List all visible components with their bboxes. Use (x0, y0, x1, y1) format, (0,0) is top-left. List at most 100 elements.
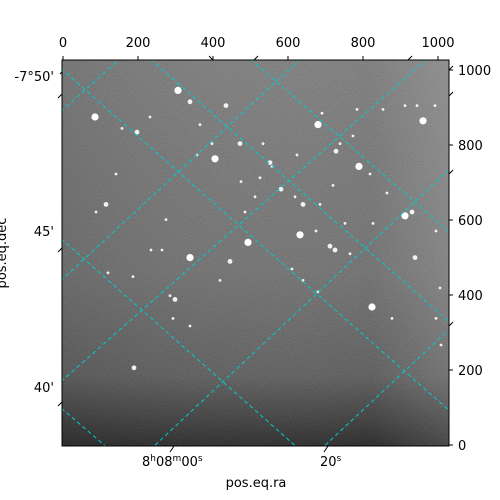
sky-image (62, 60, 449, 446)
x-axis-label: pos.eq.ra (226, 476, 287, 491)
star (223, 103, 229, 108)
ra-grid-line (250, 60, 449, 233)
right-tick-label: 200 (458, 364, 483, 379)
star (327, 243, 333, 249)
star (314, 121, 322, 129)
top-axis (62, 56, 439, 60)
star (412, 255, 418, 260)
star (94, 210, 98, 214)
dec-grid-line (323, 328, 449, 446)
star (316, 290, 320, 294)
world-axis-ticks (57, 55, 454, 453)
star (300, 202, 306, 207)
star (103, 202, 109, 207)
star (210, 142, 214, 146)
star (343, 222, 347, 225)
star (186, 254, 194, 262)
star (348, 252, 352, 256)
star (243, 210, 247, 214)
star (415, 104, 419, 107)
star (333, 148, 339, 154)
star (368, 172, 372, 176)
ra-tick-label: 8h08m00s (142, 454, 203, 470)
star (239, 180, 243, 184)
star (168, 294, 172, 297)
right-axis (449, 69, 453, 446)
top-tick-label: 400 (201, 36, 226, 51)
dec-tick-label: -7°50' (14, 70, 54, 85)
star (237, 141, 243, 147)
star (419, 117, 427, 125)
dec-tick-label: 40' (34, 381, 54, 396)
star (351, 134, 355, 138)
top-tick-label: 200 (126, 36, 151, 51)
dec-grid-line (62, 60, 120, 112)
top-tick-label: 600 (276, 36, 301, 51)
star (318, 203, 322, 206)
star (438, 286, 442, 290)
ra-grid-line (150, 60, 449, 323)
star (371, 222, 375, 225)
star (174, 86, 182, 94)
star (385, 191, 389, 195)
top-tick-label: 800 (351, 36, 376, 51)
star (253, 195, 257, 199)
star (120, 126, 124, 130)
plot-frame (61, 59, 450, 447)
star (218, 279, 222, 282)
dec-grid-line (62, 60, 427, 382)
dec-tick-label: 45' (34, 225, 54, 240)
star (320, 111, 324, 115)
star (164, 218, 168, 222)
star (198, 123, 202, 126)
star (439, 343, 443, 347)
star (368, 303, 376, 311)
star (160, 248, 164, 252)
top-tick-label: 0 (59, 36, 67, 51)
star (258, 176, 262, 180)
star (331, 184, 335, 187)
star (261, 142, 265, 146)
star (355, 162, 363, 170)
right-tick-label: 1000 (458, 64, 491, 79)
star (211, 155, 219, 163)
star (171, 317, 175, 320)
star (314, 229, 318, 233)
star (390, 317, 394, 320)
star (332, 247, 338, 253)
star (381, 108, 385, 111)
star (401, 212, 409, 220)
star (434, 229, 438, 233)
star (296, 231, 304, 239)
star (409, 209, 415, 215)
star (433, 104, 437, 107)
star (131, 365, 137, 371)
star (293, 195, 297, 199)
star-field (91, 86, 443, 371)
dec-grid-line (62, 60, 300, 281)
ra-grid-line (62, 68, 449, 411)
star (295, 153, 299, 157)
star (106, 271, 110, 275)
star (403, 104, 407, 107)
star (290, 267, 294, 271)
dec-grid-line (153, 169, 449, 446)
star (91, 113, 99, 121)
star (149, 248, 153, 252)
star (148, 115, 152, 119)
star (188, 324, 192, 328)
y-axis-label: pos.eq.dec (0, 218, 10, 289)
right-tick-label: 800 (458, 139, 483, 154)
ra-tick-label: 20s (320, 454, 342, 470)
star (134, 129, 140, 135)
star (131, 275, 135, 278)
right-tick-label: 600 (458, 214, 483, 229)
star (187, 99, 193, 105)
star (434, 317, 438, 320)
right-tick-label: 0 (458, 439, 466, 454)
star (244, 238, 252, 246)
ra-grid-line (62, 238, 297, 446)
right-tick-label: 400 (458, 289, 483, 304)
coordinate-grid (62, 60, 449, 446)
